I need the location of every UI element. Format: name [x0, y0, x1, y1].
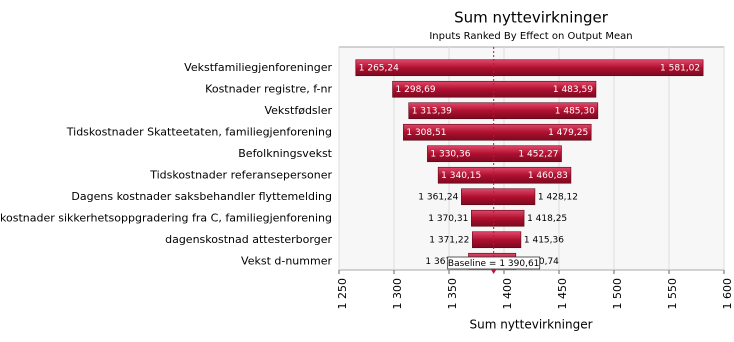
x-tick-label: 1 350 [446, 278, 459, 310]
value-label: 1 418,25 [527, 214, 567, 224]
x-tick-label: 1 250 [336, 278, 349, 310]
value-label: 1 308,51 [406, 128, 446, 138]
category-label: Vekstfamiliegjenforeninger [184, 61, 332, 74]
category-label: Vekst d-nummer [241, 254, 332, 267]
x-tick-label: 1 450 [556, 278, 569, 310]
value-label: 1 371,22 [429, 235, 469, 245]
value-label: 1 367,72 [425, 257, 465, 267]
category-label: Dagens kostnader saksbehandler flyttemel… [71, 190, 332, 203]
value-label: 1 485,30 [555, 106, 595, 116]
value-label: 1 483,59 [553, 85, 593, 95]
x-tick-label: 1 600 [721, 278, 734, 310]
chart-subtitle: Inputs Ranked By Effect on Output Mean [429, 31, 632, 42]
category-label: Befolkningsvekst [238, 147, 332, 160]
value-label: 1 428,12 [538, 192, 578, 202]
bar [437, 166, 572, 184]
bar [403, 123, 592, 141]
bar [461, 188, 536, 206]
value-label: 1 330,36 [430, 149, 470, 159]
bar [408, 102, 599, 120]
bar [355, 59, 704, 77]
x-tick-label: 1 300 [391, 278, 404, 310]
value-label: 1 460,83 [528, 171, 568, 181]
bar [472, 231, 522, 249]
value-label: 1 298,69 [396, 85, 436, 95]
value-label: 1 361,24 [418, 192, 458, 202]
value-label: 1 265,24 [359, 63, 399, 73]
chart-title: Sum nyttevirkninger [454, 9, 609, 27]
x-tick-label: 1 500 [611, 278, 624, 310]
value-label: 1 370,31 [428, 214, 468, 224]
category-label: dagenskostnad attesterborger [165, 233, 332, 246]
value-label: 1 340,15 [441, 171, 481, 181]
category-label: Kostnader registre, f-nr [205, 82, 332, 95]
x-tick-label: 1 400 [501, 278, 514, 310]
category-label: Tidskostnader referansepersoner [149, 168, 332, 181]
value-label: 1 313,39 [412, 106, 452, 116]
category-label: Tidskostnader sikkerhetsoppgradering fra… [0, 211, 332, 224]
baseline-label: Baseline = 1 390,61 [448, 259, 540, 269]
category-label: Vekstfødsler [264, 104, 332, 117]
value-label: 1 581,02 [660, 63, 700, 73]
baseline-marker [490, 269, 497, 274]
bar [427, 145, 562, 163]
value-label: 1 452,27 [518, 149, 558, 159]
value-label: 1 479,25 [548, 128, 588, 138]
bar [392, 80, 597, 98]
category-label: Tidskostnader Skatteetaten, familiegjenf… [66, 125, 332, 138]
value-label: 1 415,36 [524, 235, 564, 245]
x-axis-label: Sum nyttevirkninger [469, 318, 592, 332]
bar [471, 209, 525, 227]
x-tick-label: 1 550 [666, 278, 679, 310]
